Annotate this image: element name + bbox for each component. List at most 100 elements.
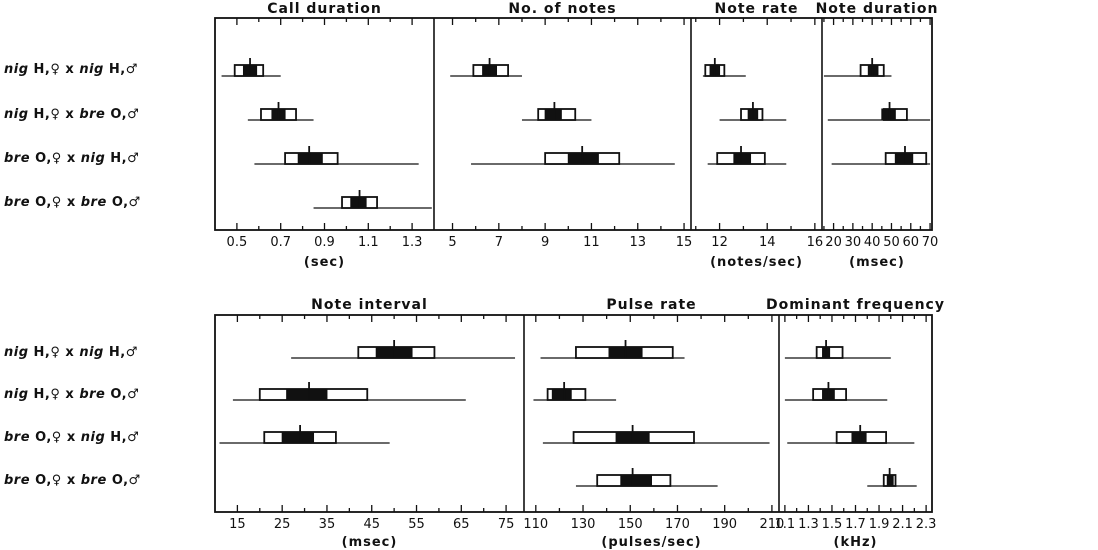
tick-label: 12	[711, 235, 728, 250]
box-plot-1	[221, 58, 281, 77]
panel-title: No. of notes	[508, 1, 616, 17]
tick-label: 0.7	[270, 235, 291, 250]
box-plot-1	[450, 58, 522, 77]
tick-label: 20	[825, 235, 842, 250]
box-plot-3	[831, 146, 931, 165]
tick-label: 50	[883, 235, 900, 250]
panel-4: Note duration 20 30 40 50 60 70 (msec)	[816, 1, 939, 270]
box-plot-2	[719, 102, 787, 121]
se-box	[867, 64, 879, 77]
tick-label: 7	[495, 235, 503, 250]
tick-label: 11	[583, 235, 600, 250]
se-box	[881, 108, 896, 121]
tick-label: 15	[229, 517, 246, 532]
axis-unit-label: (notes/sec)	[710, 255, 803, 270]
box-plot-2	[784, 382, 888, 401]
box-plot-2	[247, 102, 314, 121]
box-plot-1	[540, 340, 685, 359]
cross-label-8: bre O,♀ x bre O,♂	[4, 473, 141, 488]
se-box	[851, 431, 867, 444]
se-box	[286, 388, 328, 401]
tick-label: 9	[541, 235, 549, 250]
row-labels-top: nig H,♀ x nig H,♂ nig H,♀ x bre O,♂ bre …	[4, 62, 141, 210]
tick-label: 35	[319, 517, 336, 532]
cross-label-6: nig H,♀ x bre O,♂	[4, 387, 139, 402]
box-plot-1	[702, 58, 746, 77]
axis-unit-label: (msec)	[342, 535, 398, 550]
tick-label: 1.1	[775, 517, 796, 532]
panel-title: Note rate	[715, 1, 799, 17]
tick-label: 30	[845, 235, 862, 250]
box-plot-3	[787, 425, 915, 444]
tick-label: 25	[274, 517, 291, 532]
tick-label: 75	[498, 517, 515, 532]
box-plot-2	[827, 102, 931, 121]
tick-label: 40	[864, 235, 881, 250]
cross-label-3: bre O,♀ x nig H,♂	[4, 151, 139, 166]
panel-title: Note interval	[311, 297, 428, 313]
panel-5: Note interval 15 25 35 45 55 65 75 (msec)	[219, 297, 516, 550]
tick-label: 0.5	[227, 235, 248, 250]
se-box	[544, 108, 562, 121]
panel-1: Call duration 0.5 0.7 0.9 1.1 1.3 (sec)	[221, 1, 432, 270]
box-plot-1	[784, 340, 891, 359]
se-box	[733, 152, 752, 165]
box-plot-3	[219, 425, 390, 444]
se-box	[620, 474, 652, 487]
cross-label-7: bre O,♀ x nig H,♂	[4, 430, 139, 445]
box-plot-4	[867, 468, 917, 487]
tick-label: 45	[363, 517, 380, 532]
tick-label: 1.5	[822, 517, 843, 532]
box-plot-2	[521, 102, 592, 121]
tick-label: 110	[523, 517, 548, 532]
box-plot-1	[291, 340, 516, 359]
se-box	[350, 196, 367, 209]
axis-unit-label: (sec)	[304, 255, 345, 270]
box-plot-2	[533, 382, 617, 401]
panel-7: Dominant frequency 1.1 1.3 1.5 1.7 1.9 2.1 2.3 (…	[766, 297, 945, 550]
tick-label: 210	[760, 517, 785, 532]
panel-title: Pulse rate	[606, 297, 696, 313]
tick-label: 1.9	[869, 517, 890, 532]
tick-label: 55	[408, 517, 425, 532]
panel-3: Note rate 12 14 16 (notes/sec)	[690, 1, 824, 270]
tick-label: 1.3	[798, 517, 819, 532]
tick-label: 70	[922, 235, 939, 250]
tick-label: 1.7	[845, 517, 866, 532]
box-plot-1	[823, 58, 892, 77]
panel-title: Call duration	[267, 1, 382, 17]
tick-label: 190	[712, 517, 737, 532]
box-plot-4	[313, 190, 432, 209]
se-box	[567, 152, 599, 165]
cross-label-4: bre O,♀ x bre O,♂	[4, 195, 141, 210]
tick-label: 16	[807, 235, 824, 250]
tick-label: 13	[629, 235, 646, 250]
se-box	[281, 431, 315, 444]
axis-unit-label: (msec)	[849, 255, 905, 270]
panel-6: Pulse rate 110 130 150 170 190 210 (pulses/sec)	[523, 297, 784, 550]
tick-label: 5	[448, 235, 456, 250]
tick-label: 170	[665, 517, 690, 532]
row-labels-bottom: nig H,♀ x nig H,♂ nig H,♀ x bre O,♂ bre …	[4, 345, 141, 488]
tick-label: 60	[902, 235, 919, 250]
cross-label-1: nig H,♀ x nig H,♂	[4, 62, 138, 77]
panel-title: Dominant frequency	[766, 297, 945, 313]
tick-label: 150	[618, 517, 643, 532]
axis-unit-label: (pulses/sec)	[601, 535, 701, 550]
cross-label-5: nig H,♀ x nig H,♂	[4, 345, 138, 360]
box-plot-4	[575, 468, 718, 487]
box-plot-3	[254, 146, 419, 165]
panel-title: Note duration	[816, 1, 939, 17]
tick-label: 2.1	[892, 517, 913, 532]
tick-label: 14	[759, 235, 776, 250]
cross-label-2: nig H,♀ x bre O,♂	[4, 107, 139, 122]
box-plot-3	[471, 146, 675, 165]
tick-label: 0.9	[314, 235, 335, 250]
tick-label: 15	[676, 235, 693, 250]
row1-frame	[214, 17, 933, 231]
box-plot-3	[707, 146, 787, 165]
se-box	[551, 388, 572, 401]
tick-label: 1.1	[358, 235, 379, 250]
tick-label: 130	[571, 517, 596, 532]
